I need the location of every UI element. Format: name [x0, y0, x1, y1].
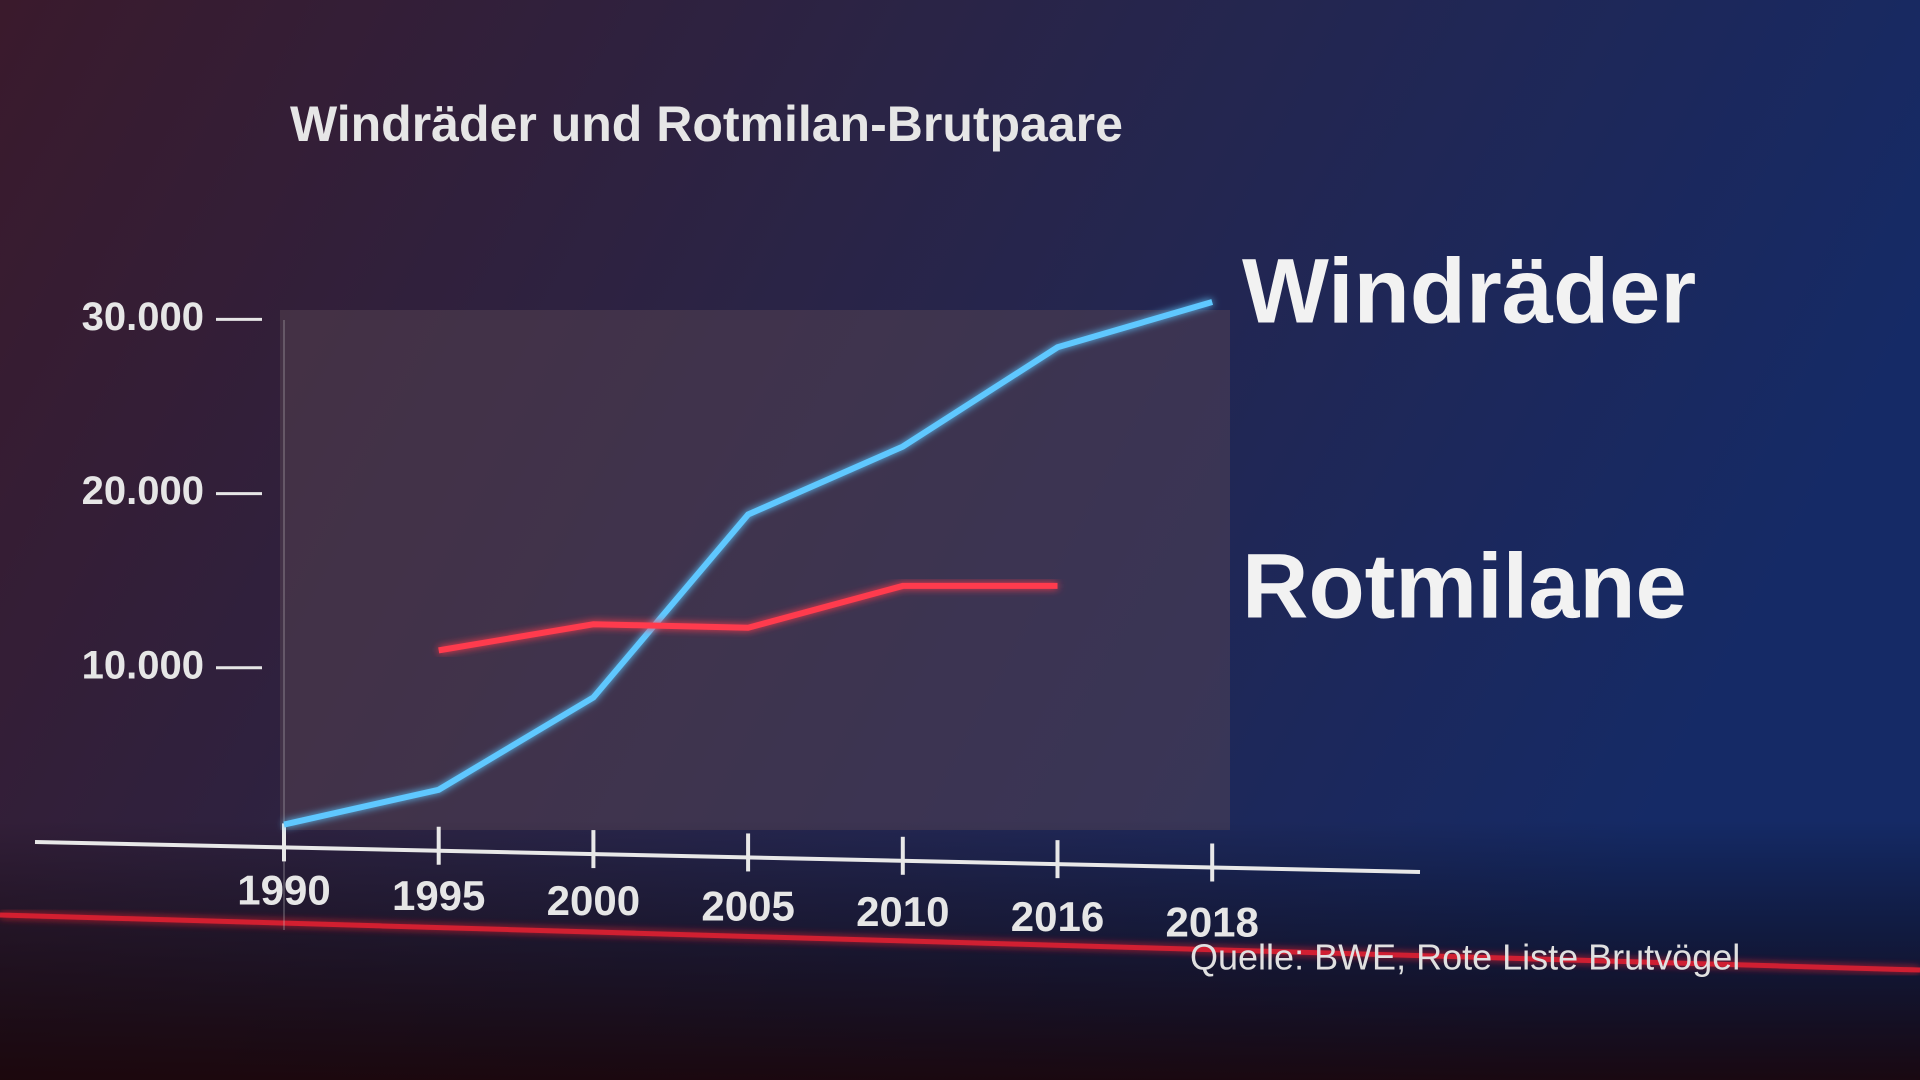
x-axis [34, 840, 1421, 874]
x-tick-label: 2018 [1165, 899, 1258, 946]
photo-panel [280, 310, 1230, 830]
x-tick-label: 2005 [701, 883, 794, 930]
y-tick-label: 30.000 [82, 295, 204, 339]
series-line [283, 299, 1214, 828]
legend-label: Windräder [1242, 240, 1696, 342]
x-tick-label: 2016 [1011, 893, 1104, 940]
red-glow-line [0, 912, 1920, 973]
series-line [438, 582, 1058, 654]
x-tick-label: 2010 [856, 888, 949, 935]
x-tick-label: 2000 [547, 877, 640, 924]
legend-label: Rotmilane [1242, 535, 1687, 637]
chart-title: Windräder und Rotmilan-Brutpaare [290, 96, 1123, 152]
y-tick-label: 10.000 [82, 643, 204, 687]
x-tick-label: 1995 [392, 872, 485, 919]
y-tick-label: 20.000 [82, 469, 204, 513]
source-note: Quelle: BWE, Rote Liste Brutvögel [1190, 937, 1740, 978]
x-tick-label: 1990 [237, 866, 330, 913]
